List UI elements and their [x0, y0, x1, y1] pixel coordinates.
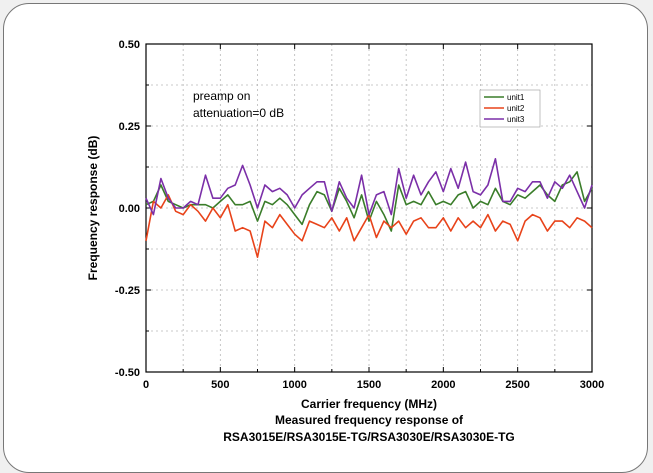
- caption-line-2: RSA3015E/RSA3015E-TG/RSA3030E/RSA3030E-T…: [223, 430, 514, 444]
- annotation-preamp: preamp on: [193, 89, 250, 103]
- x-tick-label: 500: [211, 379, 229, 391]
- x-tick-label: 1000: [282, 379, 306, 391]
- series-line-unit1: [145, 171, 593, 232]
- series-line-unit3: [145, 158, 593, 216]
- legend: unit1 unit2 unit3: [479, 89, 541, 128]
- legend-label-unit1: unit1: [507, 93, 525, 102]
- x-tick-label: 2500: [505, 379, 529, 391]
- x-axis-title: Carrier frequency (MHz): [301, 397, 437, 411]
- axis-labels: 0 500 1000 1500 2000 2500 3000 -0.50 -0.25 0.00 0.…: [115, 39, 604, 391]
- legend-label-unit3: unit3: [507, 115, 525, 124]
- y-tick-label: -0.50: [115, 367, 140, 379]
- caption-line-1: Measured frequency response of: [275, 413, 464, 427]
- y-tick-label: 0.50: [119, 39, 140, 51]
- y-tick-label: -0.25: [115, 285, 140, 297]
- chart-card: [3, 3, 648, 473]
- data-series: [145, 158, 593, 259]
- x-tick-label: 1500: [357, 379, 381, 391]
- annotation-attenuation: attenuation=0 dB: [193, 106, 284, 120]
- y-axis-title: Frequency response (dB): [86, 136, 100, 281]
- x-tick-label: 0: [143, 379, 149, 391]
- x-tick-label: 3000: [580, 379, 604, 391]
- y-tick-label: 0.00: [119, 203, 140, 215]
- axis-ticks: [145, 43, 593, 373]
- x-tick-label: 2000: [431, 379, 455, 391]
- legend-label-unit2: unit2: [507, 104, 525, 113]
- y-tick-label: 0.25: [119, 121, 140, 133]
